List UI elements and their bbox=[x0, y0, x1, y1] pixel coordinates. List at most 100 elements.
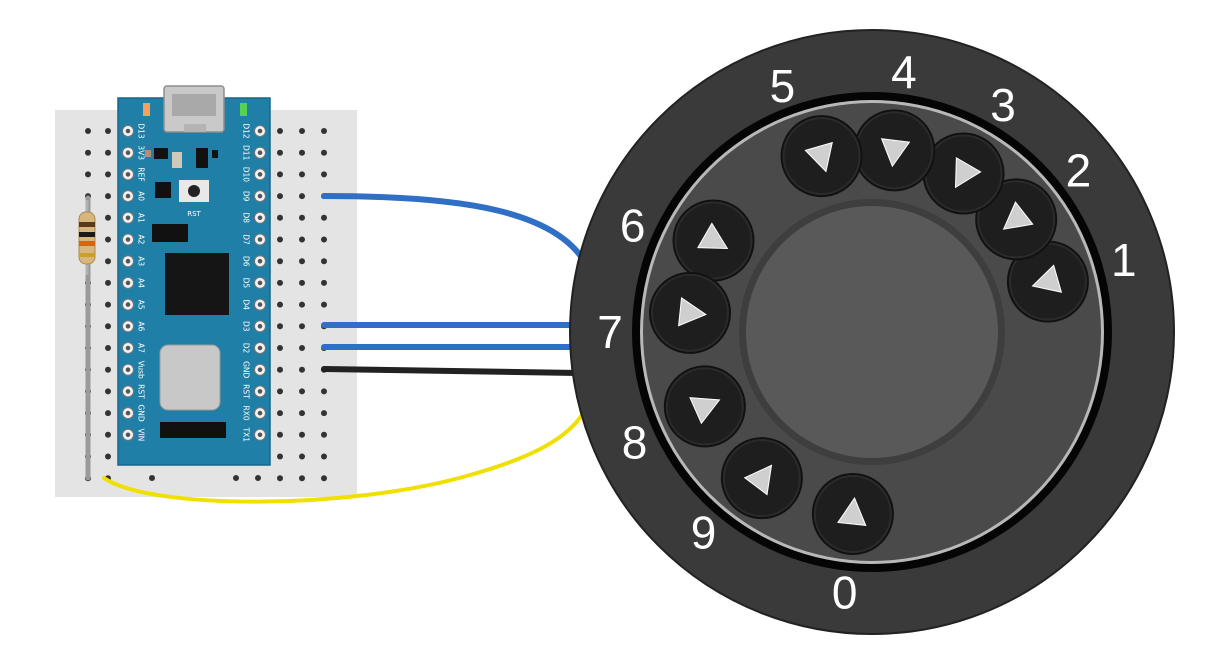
breadboard-hole bbox=[321, 431, 327, 438]
finger-hole[interactable] bbox=[672, 199, 755, 282]
breadboard-hole bbox=[299, 345, 305, 351]
breadboard-hole bbox=[299, 258, 305, 265]
breadboard-hole bbox=[105, 301, 111, 308]
breadboard-hole bbox=[277, 345, 283, 351]
finger-hole[interactable] bbox=[780, 115, 863, 198]
breadboard-hole bbox=[149, 475, 155, 481]
breadboard-hole bbox=[255, 475, 261, 481]
dial-digit: 1 bbox=[1111, 234, 1137, 286]
dial-digit: 6 bbox=[620, 199, 646, 251]
finger-hole[interactable] bbox=[1006, 240, 1089, 323]
pin-label: D8 bbox=[242, 213, 251, 224]
breadboard-hole bbox=[321, 453, 327, 460]
pin-label: RX0 bbox=[242, 406, 251, 421]
pin-label: D9 bbox=[242, 191, 251, 202]
breadboard-hole bbox=[299, 193, 305, 200]
pin-label: A5 bbox=[137, 300, 146, 310]
breadboard-hole bbox=[321, 258, 327, 265]
breadboard-hole bbox=[321, 301, 327, 308]
arduino-pin-headers: D13 3V3 REF A0 A1 A2 A3 A4 A5 A6 A7 Vusb RST GND VIN D1… bbox=[122, 123, 266, 443]
breadboard-hole bbox=[321, 128, 327, 134]
finger-hole[interactable] bbox=[853, 109, 936, 192]
breadboard-hole bbox=[277, 410, 283, 417]
reset-label: RST bbox=[187, 210, 201, 218]
breadboard-hole bbox=[277, 149, 283, 156]
resistor-band-3 bbox=[79, 241, 95, 246]
dial-digits: 123 4 5 6 7 89 0 bbox=[597, 46, 1136, 619]
pin-label: A6 bbox=[137, 321, 146, 331]
breadboard-hole bbox=[277, 431, 283, 438]
arrow-icon bbox=[1031, 264, 1063, 293]
arrow-icon bbox=[837, 497, 867, 526]
pin-label: D10 bbox=[242, 167, 251, 183]
finger-hole[interactable] bbox=[811, 472, 894, 555]
pin-label: TX1 bbox=[242, 427, 251, 443]
breadboard-hole bbox=[105, 214, 111, 221]
breadboard-hole bbox=[105, 453, 111, 460]
dial-digit: 4 bbox=[891, 46, 917, 98]
arduino-nano: RST D13 3V3 REF A0 A1 A2 A3 A4 A5 A6 A7 Vusb RST GND V… bbox=[117, 85, 271, 466]
breadboard-hole bbox=[321, 388, 327, 395]
wire-gnd bbox=[321, 366, 581, 376]
arrow-icon bbox=[954, 157, 982, 189]
breadboard-hole bbox=[299, 431, 305, 438]
pin-label: D3 bbox=[242, 321, 251, 332]
arrow-icon bbox=[880, 138, 911, 168]
pin-label: D4 bbox=[242, 299, 251, 310]
breadboard-hole bbox=[105, 128, 111, 134]
breadboard-hole bbox=[277, 171, 283, 178]
breadboard-hole bbox=[321, 475, 327, 482]
breadboard-hole bbox=[105, 410, 111, 417]
finger-hole[interactable] bbox=[720, 437, 803, 520]
finger-holes bbox=[649, 109, 1089, 555]
pin-label: A3 bbox=[137, 256, 146, 266]
breadboard-hole bbox=[85, 149, 91, 156]
breadboard-hole bbox=[277, 388, 283, 395]
resistor bbox=[78, 200, 96, 275]
breadboard-hole bbox=[299, 410, 305, 417]
pin-label: A1 bbox=[137, 213, 146, 223]
dial-digit: 2 bbox=[1066, 145, 1092, 197]
breadboard-hole bbox=[277, 193, 283, 200]
finger-hole[interactable] bbox=[922, 132, 1005, 215]
breadboard-hole bbox=[277, 236, 283, 243]
pin-label: VIN bbox=[137, 428, 146, 441]
breadboard-hole bbox=[105, 431, 111, 438]
arrow-icon bbox=[1002, 201, 1034, 230]
pin-label: GND bbox=[242, 361, 251, 378]
wires bbox=[102, 193, 591, 504]
breadboard-hole bbox=[299, 149, 305, 156]
breadboard-hole bbox=[299, 323, 305, 330]
voltage-regulator bbox=[159, 344, 221, 411]
rotary-dial: 123 4 5 6 7 89 0 bbox=[569, 29, 1175, 635]
breadboard-hole bbox=[321, 171, 327, 178]
microcontroller-chip bbox=[165, 253, 229, 315]
breadboard-hole bbox=[233, 475, 239, 481]
breadboard-hole bbox=[321, 279, 327, 286]
breadboard-hole bbox=[105, 323, 111, 330]
finger-hole[interactable] bbox=[649, 271, 732, 354]
breadboard-hole bbox=[299, 236, 305, 243]
breadboard-hole bbox=[299, 128, 305, 134]
pin-label: D11 bbox=[242, 145, 251, 161]
resistor-band-2 bbox=[79, 232, 95, 237]
dial-digit: 8 bbox=[622, 417, 648, 469]
pin-label: A4 bbox=[137, 278, 146, 288]
pin-label: A7 bbox=[137, 343, 146, 353]
pin-label: D6 bbox=[242, 256, 251, 267]
breadboard-hole bbox=[321, 214, 327, 221]
arrow-icon bbox=[743, 464, 773, 496]
breadboard-hole bbox=[277, 301, 283, 308]
breadboard-hole bbox=[105, 279, 111, 286]
resistor-band-4 bbox=[79, 253, 95, 257]
dial-digit: 9 bbox=[691, 507, 717, 559]
finger-hole[interactable] bbox=[663, 365, 746, 448]
arrow-icon bbox=[697, 222, 729, 250]
breadboard-hole bbox=[321, 149, 327, 156]
breadboard-hole bbox=[321, 236, 327, 243]
breadboard-hole bbox=[299, 475, 305, 482]
pin-label: RST bbox=[137, 384, 146, 399]
dial-digit: 5 bbox=[770, 60, 796, 112]
breadboard-hole bbox=[277, 475, 283, 482]
